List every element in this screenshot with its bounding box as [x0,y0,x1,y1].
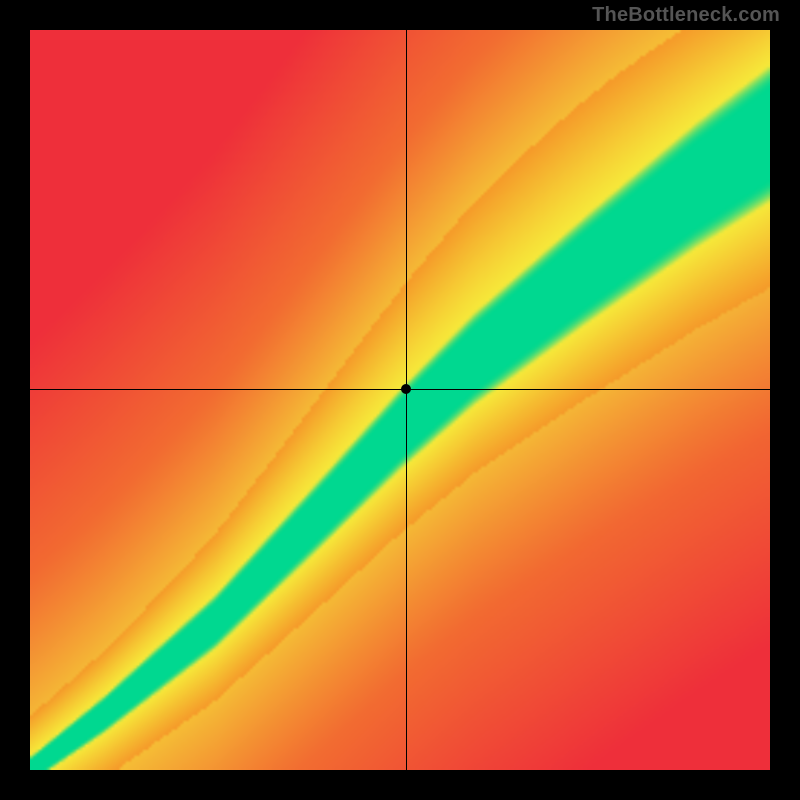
heatmap-canvas [30,30,770,770]
plot-area [30,30,770,770]
chart-frame: TheBottleneck.com [0,0,800,800]
crosshair-vertical [406,30,407,770]
crosshair-horizontal [30,389,770,390]
watermark-text: TheBottleneck.com [592,4,780,27]
crosshair-marker [401,384,411,394]
